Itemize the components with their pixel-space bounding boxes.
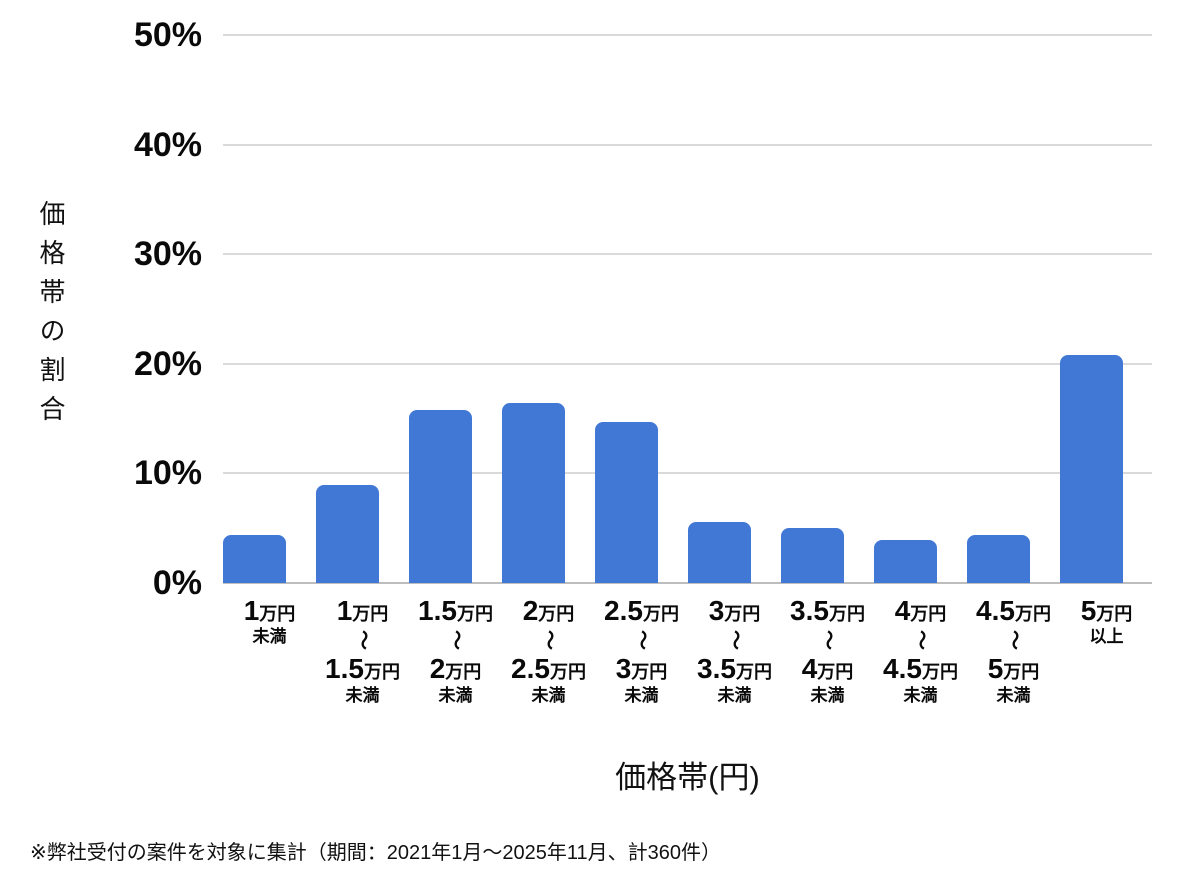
y-tick-label: 30% [133, 235, 202, 274]
y-tick-label: 10% [133, 454, 202, 493]
x-label-range-start: 3万円 [708, 595, 761, 626]
x-category-label: 1.5万円〜 2万円 未満 [394, 596, 517, 705]
bar [595, 422, 658, 583]
x-label-range-end: 2.5万円 [511, 653, 586, 685]
x-label-suffix: 未満 [903, 685, 938, 705]
bar [316, 485, 379, 583]
gridline [223, 472, 1152, 475]
x-category-label: 1万円〜 1.5万円 未満 [301, 596, 424, 705]
x-label-suffix: 未満 [810, 685, 845, 705]
y-tick-label: 40% [133, 125, 202, 164]
x-axis-line [223, 582, 1152, 584]
gridline [223, 253, 1152, 256]
x-category-label: 2.5万円〜 3万円 未満 [580, 596, 703, 705]
x-category-label: 3万円〜 3.5万円 未満 [673, 596, 796, 705]
x-label-range-start: 4万円 [894, 595, 947, 626]
x-category-label: 2万円〜 2.5万円 未満 [487, 596, 610, 705]
gridline [223, 143, 1152, 146]
x-label-range-end: 3.5万円 [697, 653, 772, 685]
footnote-text: ※弊社受付の案件を対象に集計（期間：2021年1月～2025年11月、計360件… [30, 842, 721, 864]
x-label-suffix: 未満 [345, 685, 380, 705]
bar [502, 403, 565, 583]
x-label-suffix: 未満 [531, 685, 566, 705]
x-category-label: 5万円 以上 [1045, 596, 1168, 646]
bar [874, 540, 937, 583]
x-label-suffix: 未満 [438, 685, 473, 705]
x-label-range-start: 2.5万円 [604, 595, 679, 626]
x-category-label: 3.5万円〜 4万円 未満 [766, 596, 889, 705]
x-axis-title: 価格帯(円) [615, 760, 760, 795]
x-label-suffix: 未満 [717, 685, 752, 705]
bar [223, 535, 286, 583]
x-label-range-end: 5万円 [987, 653, 1040, 685]
x-category-label: 1万円 未満 [208, 596, 331, 646]
x-label-suffix: 未満 [996, 685, 1031, 705]
bar [781, 528, 844, 583]
bar [688, 522, 751, 583]
x-label-suffix: 未満 [252, 627, 287, 647]
gridline [223, 362, 1152, 365]
x-label-range-start: 2万円 [522, 595, 575, 626]
x-label-suffix: 以上 [1089, 627, 1124, 647]
y-tick-label: 50% [133, 16, 202, 54]
x-category-label: 4.5万円〜 5万円 未満 [952, 596, 1075, 705]
x-label-suffix: 未満 [624, 685, 659, 705]
y-axis-title: 価格帯の割合 [36, 200, 66, 434]
x-label-range-end: 1.5万円 [325, 653, 400, 685]
x-category-label: 4万円〜 4.5万円 未満 [859, 596, 982, 705]
x-label-range-start: 5万円 [1080, 595, 1133, 626]
bar [967, 535, 1030, 583]
x-label-range-end: 4.5万円 [883, 653, 958, 685]
x-label-range-start: 4.5万円 [976, 595, 1051, 626]
x-label-range-start: 1万円 [243, 595, 296, 626]
x-label-range-end: 2万円 [429, 653, 482, 685]
y-tick-label: 20% [133, 344, 202, 383]
bar [1060, 355, 1123, 583]
x-label-range-end: 3万円 [615, 653, 668, 685]
x-label-range-start: 1.5万円 [418, 595, 493, 626]
gridline [223, 34, 1152, 36]
x-label-range-start: 3.5万円 [790, 595, 865, 626]
x-label-range-start: 1万円 [336, 595, 389, 626]
y-tick-label: 0% [152, 564, 202, 602]
x-label-range-end: 4万円 [801, 653, 854, 685]
bar [409, 410, 472, 583]
